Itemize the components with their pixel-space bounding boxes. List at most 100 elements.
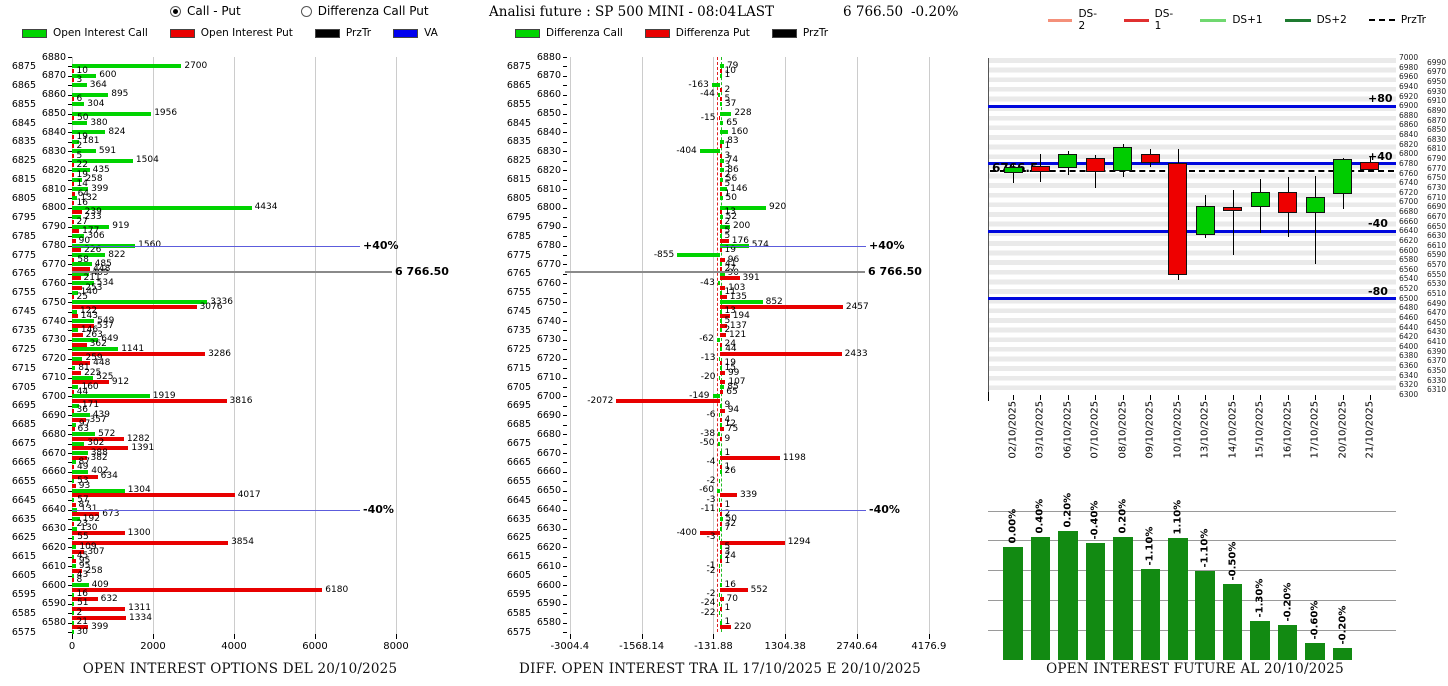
strike-label: 6830 <box>41 145 66 157</box>
put-value-label: 1 <box>724 188 731 199</box>
y-axis-outer-label: 6410 <box>1427 337 1447 347</box>
call-value-label: 140 <box>80 287 98 298</box>
candle-body-up <box>1058 153 1078 168</box>
radio-call-put-circle[interactable] <box>170 5 181 17</box>
y-axis-outer-label: 6530 <box>1427 279 1447 289</box>
value-area-line <box>988 229 1396 233</box>
call-value-label: -60 <box>699 485 714 496</box>
call-value-label: 97 <box>78 419 91 430</box>
call-bar <box>72 469 89 474</box>
call-value-label: 24 <box>724 551 736 562</box>
call-value-label: 41 <box>725 258 737 269</box>
y-axis-inner-label: 6300 <box>1399 390 1419 399</box>
put-value-label: 36 <box>76 405 88 416</box>
strike-tick <box>68 396 72 398</box>
call-bar <box>720 234 722 239</box>
strike-tick <box>68 434 72 436</box>
strike-tick <box>68 481 72 483</box>
strike-tick <box>563 453 567 455</box>
strike-tick <box>68 141 72 143</box>
strike-label: 6815 <box>11 174 36 186</box>
call-value-label: -2 <box>706 475 716 486</box>
x-axis-tick-label: 2000 <box>140 641 166 652</box>
strike-label: 6755 <box>11 287 36 299</box>
put-value-label: 10 <box>76 65 88 76</box>
put-bar <box>72 625 89 630</box>
strike-tick <box>563 622 567 624</box>
legend-ds-minus-1: DS-1 <box>1124 8 1178 32</box>
y-axis-outer-label: 6630 <box>1427 231 1447 241</box>
put-bar <box>720 389 724 394</box>
call-bar <box>72 187 89 192</box>
put-bar <box>720 87 722 92</box>
call-bar <box>72 205 252 210</box>
put-bar <box>720 144 722 149</box>
call-value-label: 435 <box>92 164 110 175</box>
put-value-label: 382 <box>90 452 108 463</box>
put-value-label: 634 <box>100 471 118 482</box>
put-bar <box>720 493 737 498</box>
call-bar <box>72 281 94 286</box>
strike-label: 6815 <box>506 174 531 186</box>
strike-tick <box>563 575 567 577</box>
date-tick <box>1095 395 1097 400</box>
call-bar <box>72 366 76 371</box>
put-bar <box>720 540 785 545</box>
call-bar <box>72 319 95 324</box>
candle-body-up <box>1250 191 1270 208</box>
call-value-label: 402 <box>91 466 109 477</box>
x-axis-tick-label: 0 <box>68 641 76 652</box>
call-value-label: 44 <box>725 343 737 354</box>
va-line <box>72 509 360 511</box>
call-value-label: 160 <box>81 381 99 392</box>
put-bar <box>72 502 76 507</box>
strike-label: 6795 <box>506 211 531 223</box>
call-bar <box>720 130 728 135</box>
call-value-label: 81 <box>78 362 90 373</box>
oi-future-bar <box>1277 625 1298 660</box>
strike-tick <box>68 94 72 96</box>
put-bar <box>72 285 83 290</box>
strike-tick <box>563 66 567 68</box>
put-bar <box>72 549 85 554</box>
call-value-label: 525 <box>96 372 114 383</box>
y-axis-inner-label: 6780 <box>1399 158 1419 168</box>
radio-differenza-call-put[interactable]: Differenza Call Put <box>300 4 429 18</box>
strike-label: 6640 <box>41 504 66 516</box>
call-bar <box>72 592 74 597</box>
put-bar <box>720 361 722 366</box>
oi-future-bar <box>1305 643 1325 660</box>
strike-tick <box>563 160 567 162</box>
strike-label: 6710 <box>536 372 561 384</box>
strike-tick <box>68 556 72 558</box>
bar-gridline <box>988 570 1396 571</box>
strike-label: 6830 <box>536 145 561 157</box>
call-value-label: 5 <box>724 230 731 241</box>
strike-label: 6860 <box>41 89 66 101</box>
call-bar <box>699 149 720 154</box>
y-axis-inner-label: 6740 <box>1399 178 1419 188</box>
date-label: 20/10/2025 <box>1337 400 1349 459</box>
radio-differenza-circle[interactable] <box>300 5 312 17</box>
date-label: 10/10/2025 <box>1172 400 1184 459</box>
strike-label: 6715 <box>11 362 36 374</box>
y-axis-outer-label: 6910 <box>1427 96 1447 106</box>
call-bar <box>72 403 79 408</box>
y-axis-inner-label: 6340 <box>1399 370 1419 380</box>
ds+1-line-icon <box>1200 18 1227 22</box>
strike-label: 6755 <box>506 287 531 299</box>
strike-label: 6730 <box>41 334 66 346</box>
call-value-label: 83 <box>727 136 739 147</box>
put-bar <box>720 295 727 300</box>
radio-call-put[interactable]: Call - Put <box>170 4 241 18</box>
strike-tick <box>68 566 72 568</box>
put-bar <box>72 436 124 441</box>
put-bar <box>720 172 722 177</box>
strike-tick <box>68 207 72 209</box>
y-axis-inner-label: 6720 <box>1399 187 1419 197</box>
call-value-label: 79 <box>726 60 739 71</box>
put-bar <box>72 248 82 253</box>
put-value-label: 99 <box>727 367 740 378</box>
put-value-label: 10 <box>724 65 736 76</box>
y-axis-inner-label: 6500 <box>1399 293 1419 303</box>
